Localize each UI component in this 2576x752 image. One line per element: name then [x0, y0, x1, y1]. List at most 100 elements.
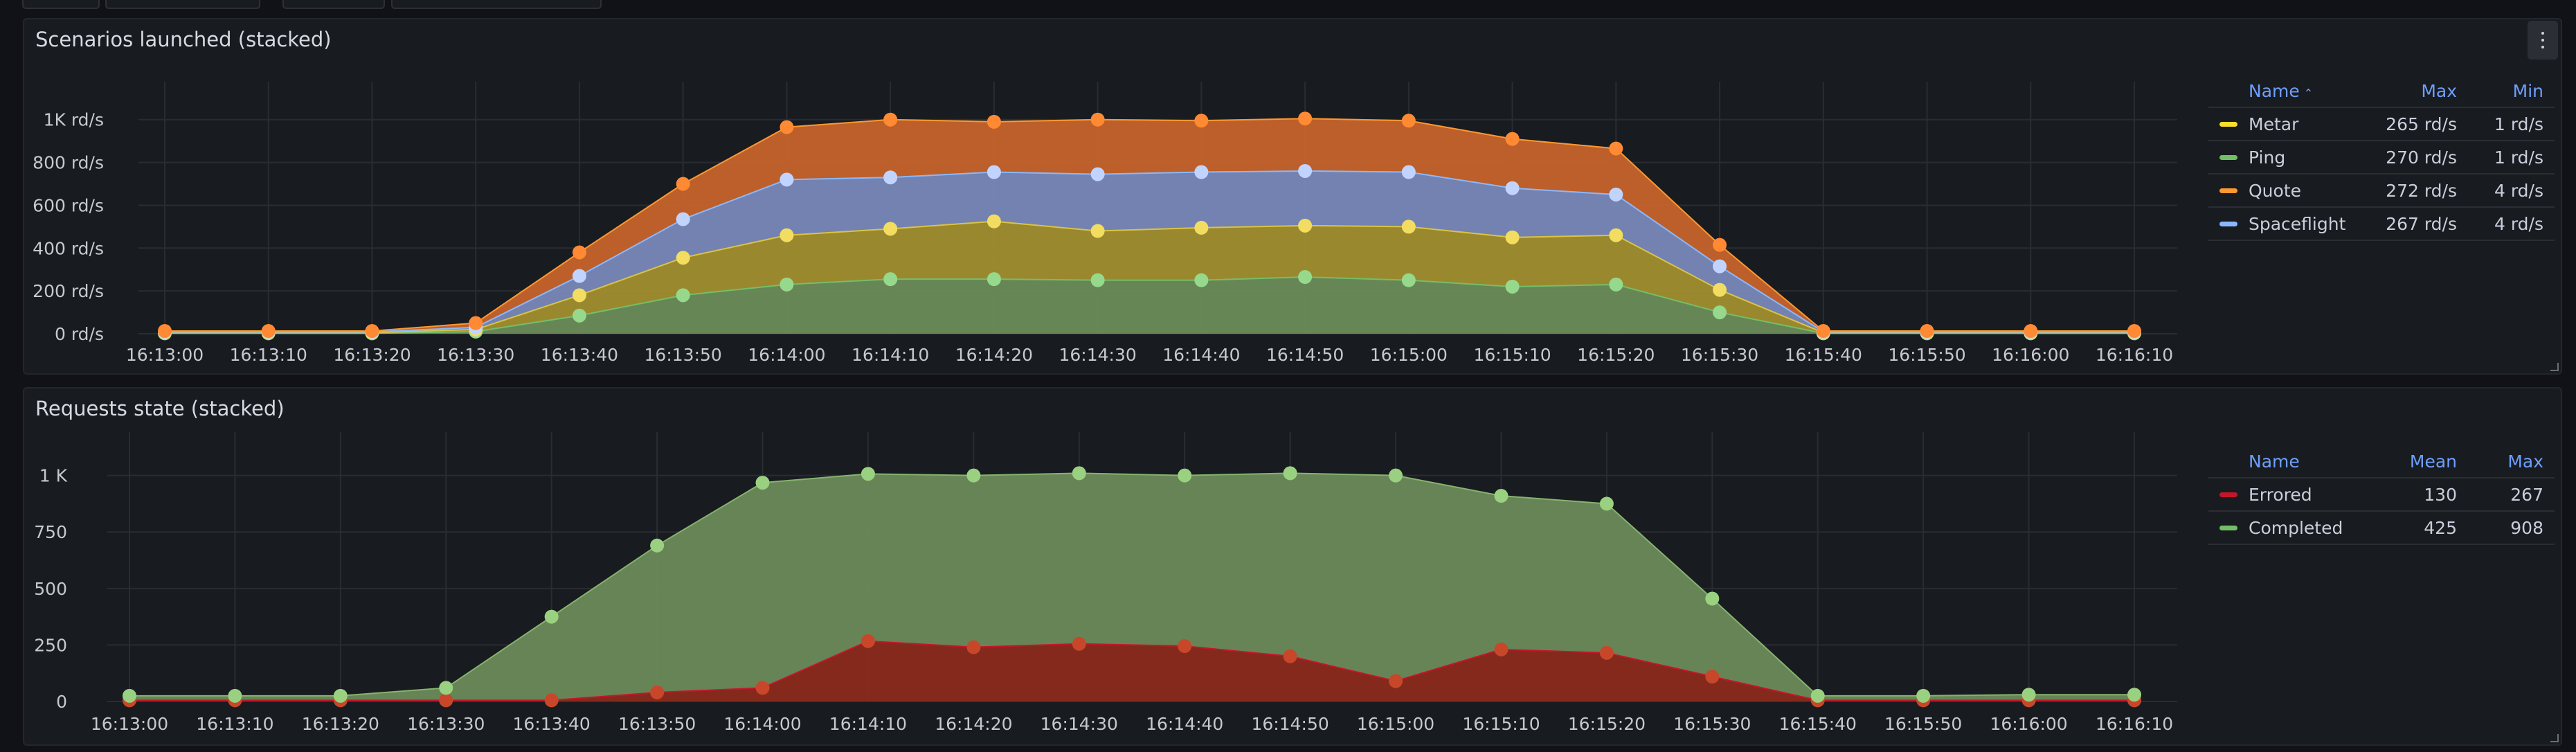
data-point-errored[interactable] [1283, 649, 1297, 663]
data-point-quote[interactable] [780, 120, 794, 134]
data-point-quote[interactable] [1816, 323, 1830, 338]
toolbar-control-3[interactable] [282, 0, 385, 9]
data-point-completed[interactable] [1072, 466, 1086, 481]
data-point-errored[interactable] [755, 681, 770, 695]
data-point-quote[interactable] [572, 245, 586, 260]
data-point-completed[interactable] [1705, 591, 1720, 606]
data-point-quote[interactable] [1713, 238, 1727, 252]
data-point-metar[interactable] [1401, 220, 1416, 234]
data-point-spaceflight[interactable] [883, 170, 898, 185]
data-point-spaceflight[interactable] [1505, 181, 1520, 195]
data-point-completed[interactable] [123, 688, 136, 703]
data-point-errored[interactable] [1178, 639, 1192, 654]
data-point-completed[interactable] [1389, 468, 1403, 483]
panel-resize-handle[interactable] [2550, 734, 2559, 742]
legend-row-ping[interactable]: Ping 270 rd/s 1 rd/s [2208, 141, 2555, 174]
data-point-metar[interactable] [1090, 224, 1105, 238]
data-point-completed[interactable] [544, 609, 559, 624]
panel-resize-handle[interactable] [2550, 363, 2559, 371]
data-point-quote[interactable] [1194, 114, 1209, 128]
legend-header-name[interactable]: Name [2249, 451, 2300, 472]
data-point-spaceflight[interactable] [676, 212, 690, 226]
data-point-ping[interactable] [987, 272, 1001, 287]
data-point-completed[interactable] [1178, 468, 1192, 483]
data-point-spaceflight[interactable] [987, 165, 1001, 179]
data-point-quote[interactable] [261, 323, 276, 338]
legend-row-metar[interactable]: Metar 265 rd/s 1 rd/s [2208, 108, 2555, 141]
data-point-errored[interactable] [861, 634, 875, 648]
data-point-metar[interactable] [1609, 228, 1623, 242]
toolbar-control-4[interactable] [391, 0, 602, 9]
legend-row-errored[interactable]: Errored 130 267 [2208, 478, 2555, 512]
data-point-metar[interactable] [883, 222, 898, 236]
data-point-ping[interactable] [676, 288, 690, 303]
legend-row-completed[interactable]: Completed 425 908 [2208, 512, 2555, 545]
data-point-completed[interactable] [861, 467, 875, 481]
data-point-spaceflight[interactable] [1713, 259, 1727, 274]
data-point-errored[interactable] [1494, 642, 1508, 656]
data-point-metar[interactable] [1713, 283, 1727, 297]
legend-header-min[interactable]: Min [2512, 80, 2543, 101]
data-point-quote[interactable] [1920, 323, 1934, 338]
data-point-quote[interactable] [1401, 114, 1416, 128]
data-point-completed[interactable] [2127, 688, 2141, 702]
data-point-spaceflight[interactable] [1609, 187, 1623, 202]
data-point-spaceflight[interactable] [780, 172, 794, 187]
data-point-completed[interactable] [228, 688, 242, 703]
data-point-completed[interactable] [650, 538, 665, 553]
data-point-completed[interactable] [333, 688, 348, 703]
data-point-ping[interactable] [780, 277, 794, 292]
toolbar-control-1[interactable] [22, 0, 100, 9]
data-point-completed[interactable] [1283, 466, 1297, 481]
data-point-errored[interactable] [1072, 636, 1086, 651]
data-point-completed[interactable] [439, 681, 453, 695]
data-point-quote[interactable] [676, 177, 690, 191]
legend-header-name[interactable]: Name ⌃ [2249, 80, 2314, 101]
data-point-quote[interactable] [1090, 112, 1105, 127]
data-point-spaceflight[interactable] [572, 269, 586, 283]
data-point-errored[interactable] [1389, 674, 1403, 688]
data-point-ping[interactable] [883, 272, 898, 287]
data-point-completed[interactable] [1599, 496, 1614, 511]
data-point-errored[interactable] [650, 685, 665, 699]
data-point-completed[interactable] [1494, 489, 1508, 503]
data-point-ping[interactable] [1609, 277, 1623, 292]
data-point-metar[interactable] [987, 214, 1001, 229]
data-point-completed[interactable] [755, 476, 770, 490]
data-point-errored[interactable] [1599, 645, 1614, 660]
data-point-quote[interactable] [1505, 132, 1520, 146]
panel-menu-button[interactable] [2528, 21, 2558, 60]
data-point-quote[interactable] [1298, 111, 1313, 126]
legend-header-max[interactable]: Max [2421, 80, 2457, 101]
data-point-ping[interactable] [1298, 270, 1313, 285]
data-point-spaceflight[interactable] [1194, 165, 1209, 179]
data-point-metar[interactable] [572, 288, 586, 303]
data-point-ping[interactable] [1194, 273, 1209, 287]
data-point-metar[interactable] [1505, 230, 1520, 244]
data-point-spaceflight[interactable] [1401, 165, 1416, 179]
data-point-metar[interactable] [1194, 220, 1209, 235]
data-point-quote[interactable] [987, 114, 1001, 129]
data-point-quote[interactable] [2127, 323, 2141, 338]
data-point-quote[interactable] [2024, 323, 2038, 338]
toolbar-control-2[interactable] [105, 0, 260, 9]
data-point-ping[interactable] [1505, 279, 1520, 294]
data-point-ping[interactable] [1401, 273, 1416, 287]
data-point-quote[interactable] [469, 316, 483, 330]
data-point-ping[interactable] [572, 308, 586, 323]
data-point-completed[interactable] [2021, 688, 2036, 702]
data-point-completed[interactable] [966, 468, 981, 483]
data-point-ping[interactable] [1090, 273, 1105, 287]
data-point-quote[interactable] [883, 112, 898, 127]
data-point-spaceflight[interactable] [1298, 163, 1313, 178]
data-point-completed[interactable] [1810, 688, 1825, 703]
data-point-errored[interactable] [966, 640, 981, 654]
data-point-metar[interactable] [676, 251, 690, 265]
data-point-errored[interactable] [439, 693, 453, 708]
data-point-metar[interactable] [780, 228, 794, 242]
data-point-quote[interactable] [158, 323, 172, 338]
legend-row-quote[interactable]: Quote 272 rd/s 4 rd/s [2208, 174, 2555, 208]
data-point-quote[interactable] [1609, 141, 1623, 156]
data-point-errored[interactable] [544, 693, 559, 708]
data-point-metar[interactable] [1298, 218, 1313, 233]
